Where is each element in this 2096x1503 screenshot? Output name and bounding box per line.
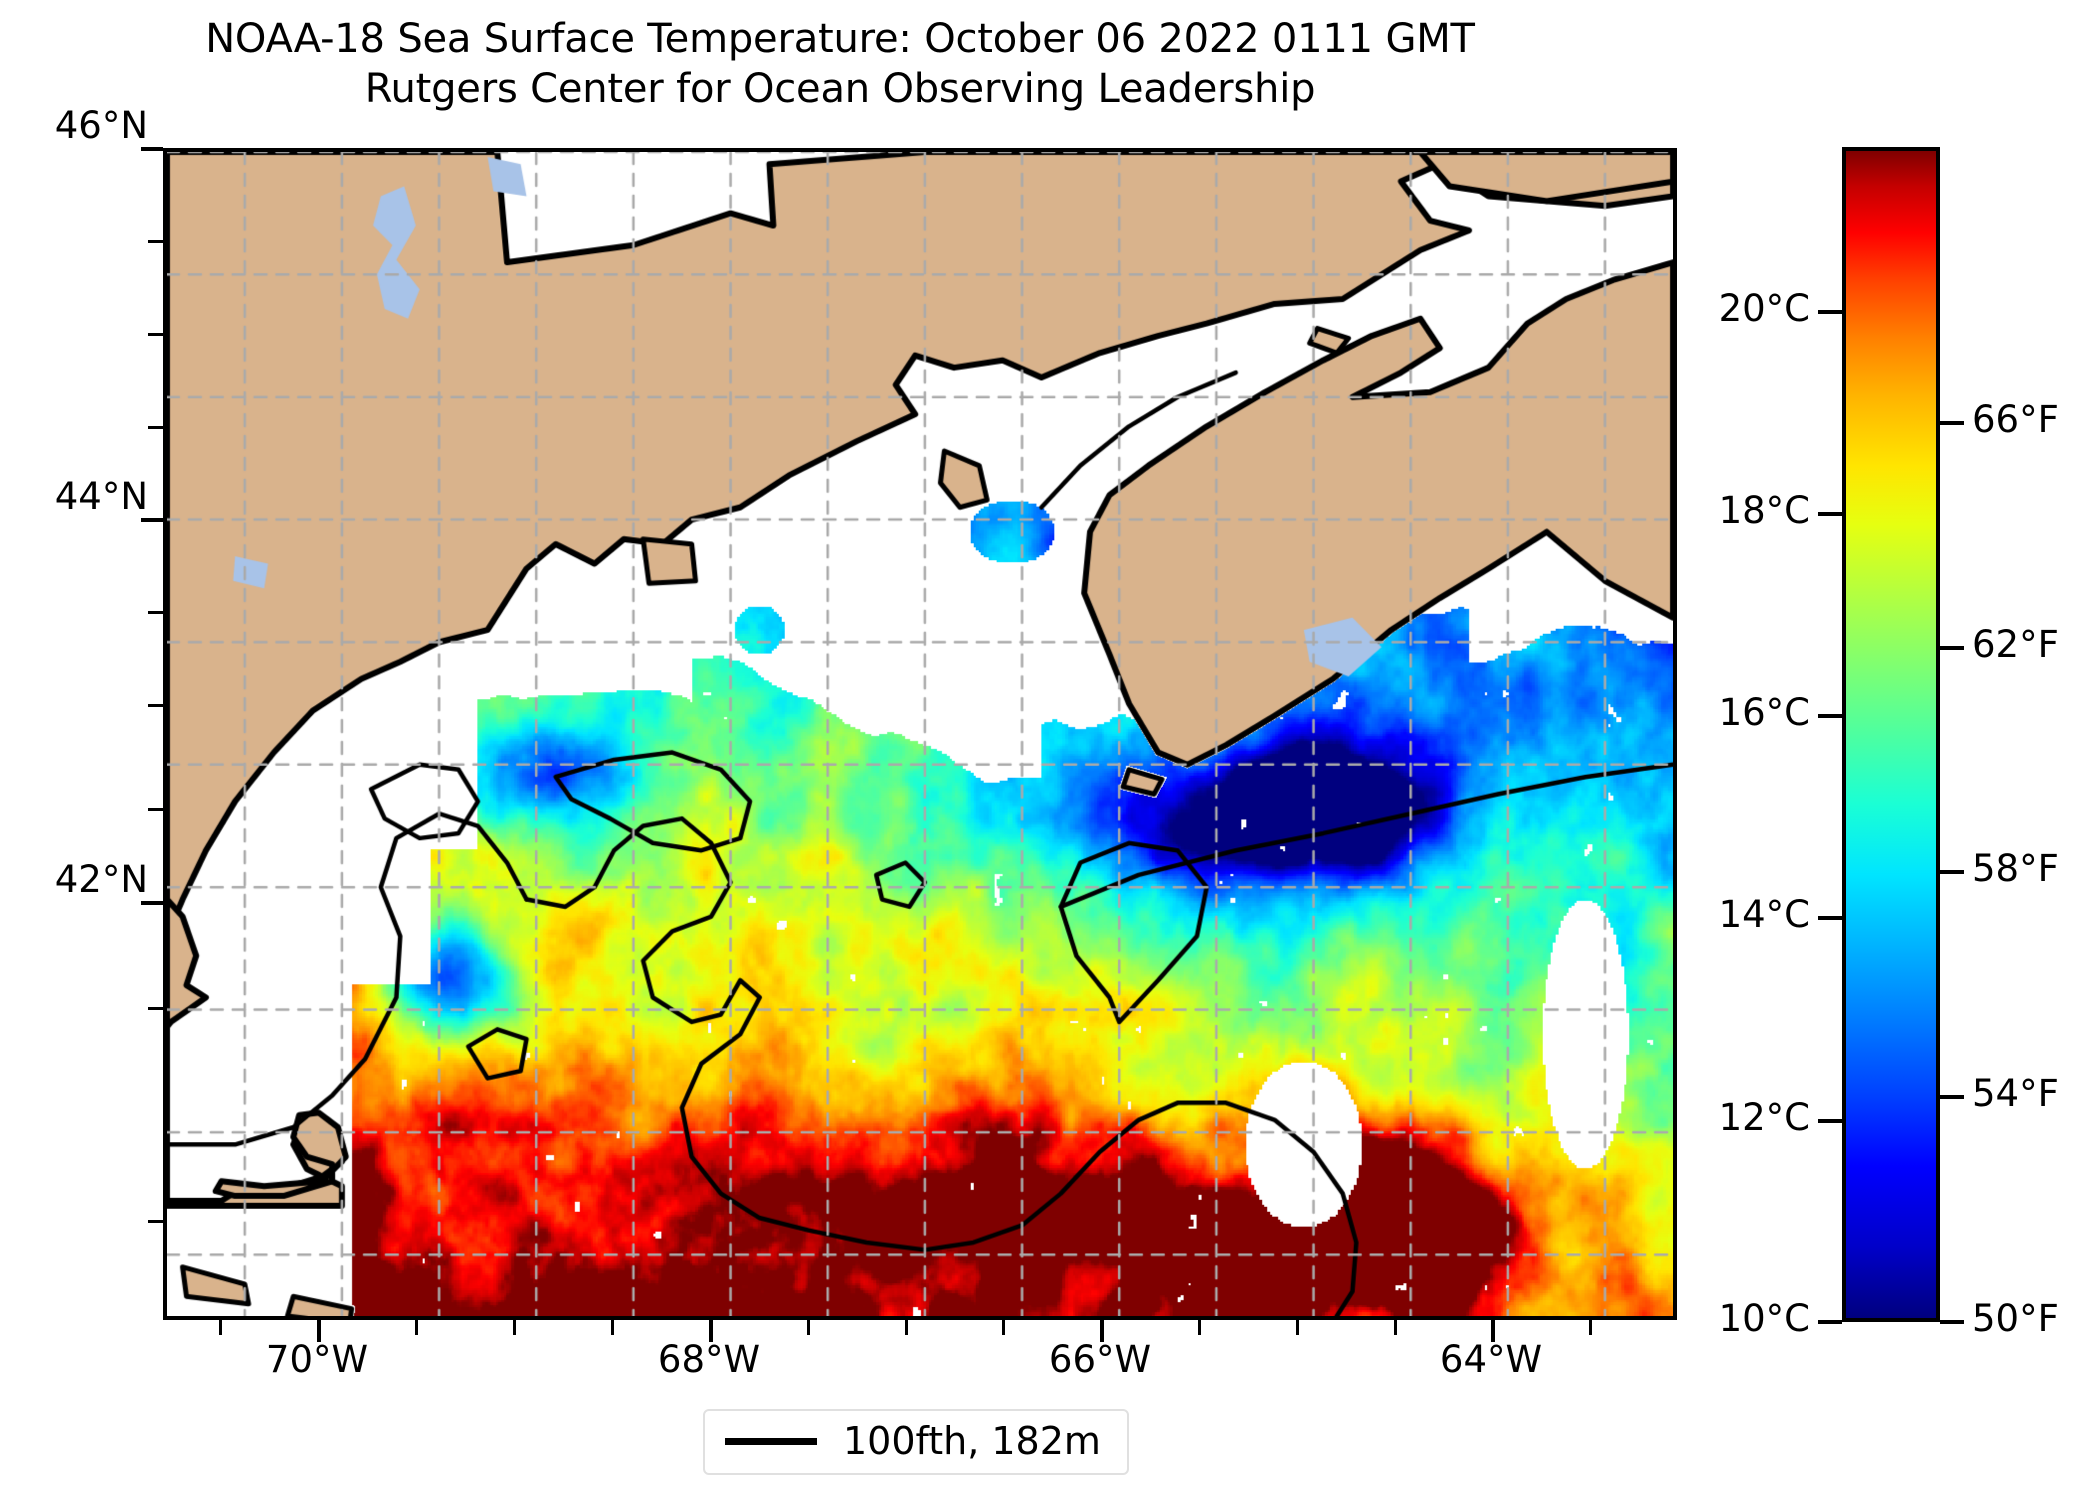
- x-tick-68w: [709, 1320, 713, 1342]
- x-tick-64w: [1491, 1320, 1495, 1342]
- cbar-label-54f: 54°F: [1972, 1072, 2059, 1115]
- bathymetry-legend[interactable]: 100fth, 182m: [703, 1409, 1129, 1475]
- y-minor-tick-425n: [148, 808, 163, 811]
- y-tick-44n: [141, 518, 163, 522]
- sst-colorbar[interactable]: [1842, 147, 1940, 1322]
- y-minor-tick-45n: [148, 333, 163, 336]
- y-minor-tick-435n: [148, 611, 163, 614]
- cbar-tick-18c: [1818, 512, 1842, 516]
- y-minor-tick-415n: [148, 1007, 163, 1010]
- legend-label: 100fth, 182m: [843, 1419, 1101, 1463]
- cbar-label-50f: 50°F: [1972, 1297, 2059, 1340]
- x-tick-70w: [317, 1320, 321, 1342]
- y-minor-tick-455n: [148, 240, 163, 243]
- x-minor-tick-675w: [807, 1320, 810, 1335]
- y-minor-tick-413n: [148, 1220, 163, 1223]
- x-minor-tick-67w: [905, 1320, 908, 1335]
- x-minor-tick-65w: [1296, 1320, 1299, 1335]
- x-tick-66w: [1100, 1320, 1104, 1342]
- y-minor-tick-43n: [148, 704, 163, 707]
- x-tick-label-70w: 70°W: [265, 1338, 369, 1381]
- x-tick-label-68w: 68°W: [657, 1338, 761, 1381]
- y-tick-label-42n: 42°N: [54, 858, 148, 901]
- x-minor-tick-645w: [1394, 1320, 1397, 1335]
- x-minor-tick-665w: [1002, 1320, 1005, 1335]
- page-title: NOAA-18 Sea Surface Temperature: October…: [0, 14, 1680, 114]
- title-line-1: NOAA-18 Sea Surface Temperature: October…: [205, 16, 1475, 62]
- x-tick-label-66w: 66°W: [1048, 1338, 1152, 1381]
- x-minor-tick-685w: [611, 1320, 614, 1335]
- x-minor-tick-695w: [415, 1320, 418, 1335]
- cbar-tick-10c: [1818, 1320, 1842, 1324]
- cbar-label-66f: 66°F: [1972, 398, 2059, 441]
- contour-line-swatch: [725, 1437, 817, 1445]
- x-minor-tick-705w: [219, 1320, 222, 1335]
- cbar-tick-50f: [1940, 1320, 1964, 1324]
- y-minor-tick-445n: [148, 426, 163, 429]
- sst-map-canvas: [167, 152, 1673, 1316]
- cbar-label-20c: 20°C: [1718, 287, 1810, 330]
- cbar-tick-16c: [1818, 714, 1842, 718]
- title-line-2: Rutgers Center for Ocean Observing Leade…: [364, 66, 1316, 112]
- x-minor-tick-69w: [513, 1320, 516, 1335]
- cbar-tick-54f: [1940, 1095, 1964, 1099]
- cbar-label-14c: 14°C: [1718, 893, 1810, 936]
- cbar-label-62f: 62°F: [1972, 623, 2059, 666]
- cbar-tick-58f: [1940, 870, 1964, 874]
- y-tick-label-44n: 44°N: [54, 475, 148, 518]
- cbar-label-58f: 58°F: [1972, 847, 2059, 890]
- x-tick-label-64w: 64°W: [1439, 1338, 1543, 1381]
- y-tick-42n: [141, 901, 163, 905]
- cbar-label-12c: 12°C: [1718, 1096, 1810, 1139]
- sst-map[interactable]: [163, 148, 1677, 1320]
- cbar-tick-66f: [1940, 421, 1964, 425]
- x-minor-tick-655w: [1198, 1320, 1201, 1335]
- cbar-label-10c: 10°C: [1718, 1297, 1810, 1340]
- x-minor-tick-635w: [1589, 1320, 1592, 1335]
- cbar-label-16c: 16°C: [1718, 691, 1810, 734]
- cbar-tick-12c: [1818, 1119, 1842, 1123]
- cbar-tick-20c: [1818, 310, 1842, 314]
- cbar-tick-62f: [1940, 646, 1964, 650]
- cbar-label-18c: 18°C: [1718, 489, 1810, 532]
- y-tick-label-46n: 46°N: [54, 104, 148, 147]
- y-tick-46n: [141, 147, 163, 151]
- cbar-tick-14c: [1818, 916, 1842, 920]
